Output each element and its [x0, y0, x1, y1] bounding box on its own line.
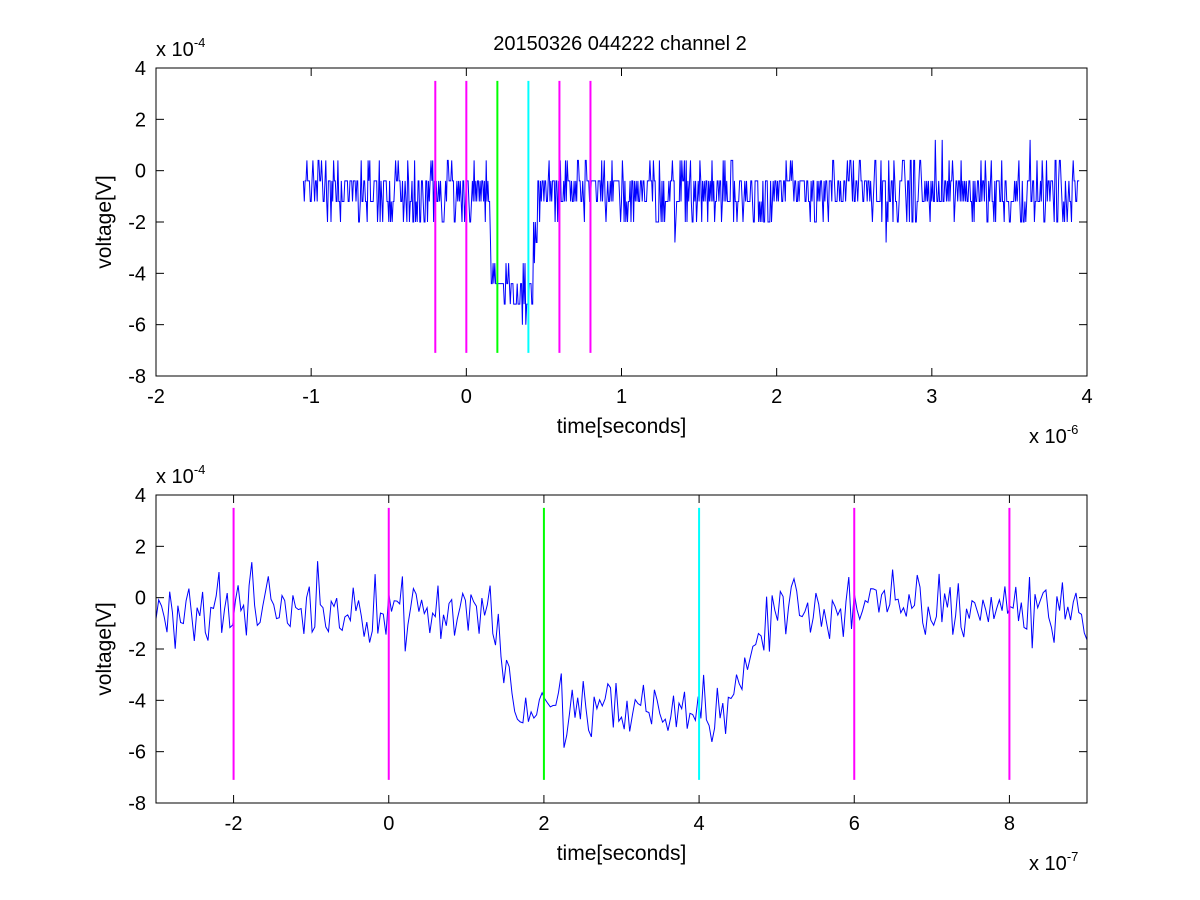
x-tick-label: 4: [1081, 386, 1092, 408]
y-tick-label: 0: [135, 588, 146, 610]
bottom-traces: [155, 507, 1088, 780]
bottom-x-exponent-power: -7: [1067, 849, 1079, 864]
bottom-x-axis-label: time[seconds]: [557, 842, 687, 865]
y-tick-label: -4: [128, 263, 146, 285]
bottom-x-exponent-base: x 10: [1029, 853, 1067, 875]
x-tick-label: 6: [849, 813, 860, 835]
y-tick-label: -8: [128, 793, 146, 815]
bottom-y-axis-label: voltage[V]: [93, 602, 116, 695]
y-tick-label: -2: [128, 639, 146, 661]
y-tick-label: -6: [128, 315, 146, 337]
x-tick-label: -2: [147, 386, 165, 408]
y-tick-label: 0: [135, 161, 146, 183]
top-x-exponent-power: -6: [1067, 422, 1079, 437]
x-tick-label: -2: [225, 813, 243, 835]
x-tick-label: 2: [771, 386, 782, 408]
y-tick-label: 2: [135, 109, 146, 131]
bottom-x-exponent: x 10-7: [1029, 849, 1078, 875]
bottom-panel: -2 0 2 4 6 8 4 2 0 -2 -4 -6 -8 time[seconds] voltage…: [93, 462, 1088, 875]
top-y-exponent-base: x 10: [156, 39, 194, 61]
x-tick-label: -1: [302, 386, 320, 408]
top-y-exponent-power: -4: [194, 35, 206, 50]
bottom-axes-frame: [155, 494, 1088, 804]
bottom-y-exponent: x 10-4: [156, 462, 205, 488]
x-tick-label: 2: [538, 813, 549, 835]
top-y-exponent: x 10-4: [156, 35, 205, 61]
y-tick-label: 4: [135, 58, 146, 80]
top-x-exponent: x 10-6: [1029, 422, 1078, 448]
top-x-axis-label: time[seconds]: [557, 415, 687, 438]
chart-title: 20150326 044222 channel 2: [493, 33, 747, 55]
y-tick-label: -6: [128, 742, 146, 764]
x-tick-label: 8: [1004, 813, 1015, 835]
y-tick-label: 2: [135, 536, 146, 558]
top-x-exponent-base: x 10: [1029, 426, 1067, 448]
x-tick-label: 0: [461, 386, 472, 408]
y-tick-label: -4: [128, 690, 146, 712]
y-tick-label: -2: [128, 212, 146, 234]
top-traces: [302, 80, 1080, 353]
top-panel: -2 -1 0 1 2 3 4 4 2 0 -2 -4 -6 -8 time[seconds] volta…: [93, 35, 1093, 448]
signal-trace: [155, 561, 1088, 748]
bottom-y-exponent-base: x 10: [156, 466, 194, 488]
y-tick-label: -8: [128, 366, 146, 388]
bottom-ticks: -2 0 2 4 6 8 4 2 0 -2 -4 -6 -8: [128, 485, 1087, 835]
top-ticks: -2 -1 0 1 2 3 4 4 2 0 -2 -4 -6 -8: [128, 58, 1092, 408]
bottom-y-exponent-power: -4: [194, 462, 206, 477]
top-axes-frame: [155, 67, 1088, 377]
top-y-axis-label: voltage[V]: [93, 175, 116, 268]
x-tick-label: 0: [383, 813, 394, 835]
signal-trace: [302, 139, 1080, 325]
x-tick-label: 4: [694, 813, 705, 835]
x-tick-label: 3: [926, 386, 937, 408]
x-tick-label: 1: [616, 386, 627, 408]
y-tick-label: 4: [135, 485, 146, 507]
